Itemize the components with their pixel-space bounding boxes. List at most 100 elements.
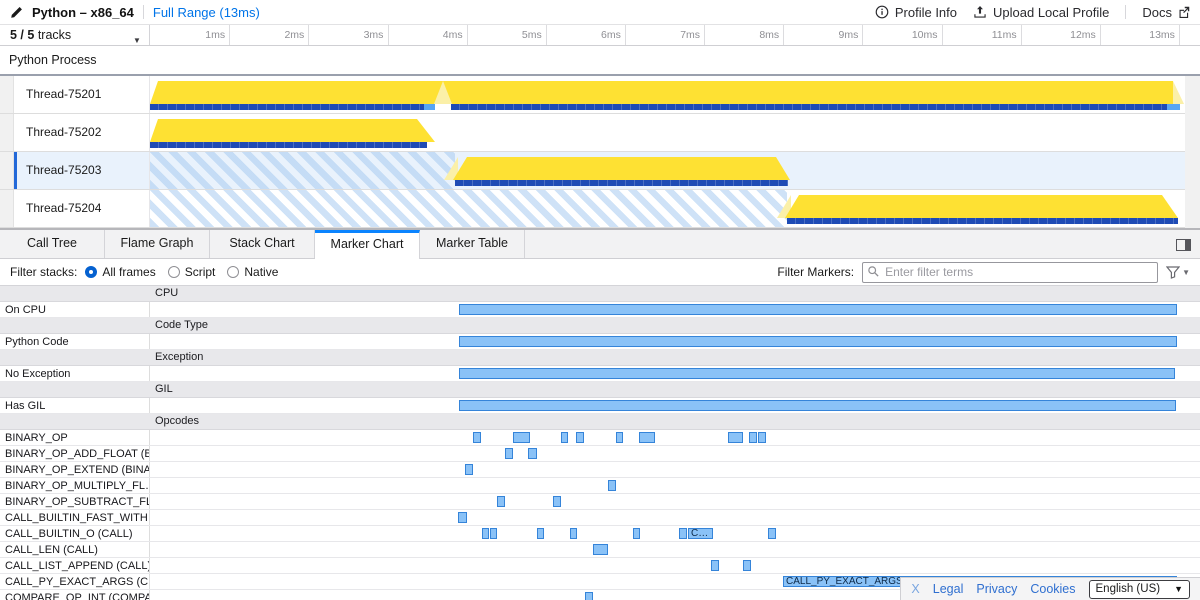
- thread-track-row[interactable]: Thread-75201: [0, 76, 1200, 114]
- thread-activity-graph[interactable]: [150, 76, 1185, 113]
- marker[interactable]: [768, 528, 776, 539]
- marker[interactable]: [497, 496, 505, 507]
- marker-filter-group: Filter Markers: ▼: [777, 261, 1190, 283]
- marker[interactable]: [459, 368, 1175, 379]
- footer-link-privacy[interactable]: Privacy: [976, 582, 1018, 596]
- thread-track-row[interactable]: Thread-75202: [0, 114, 1200, 152]
- marker-row: CALL_BUILTIN_O (CALL) C…: [0, 526, 1200, 542]
- marker[interactable]: [749, 432, 757, 443]
- tab-flame-graph[interactable]: Flame Graph: [105, 230, 210, 258]
- cpu-activity-area: [785, 195, 1178, 218]
- radio-circle: [85, 266, 98, 278]
- marker[interactable]: [459, 336, 1177, 347]
- marker[interactable]: [528, 448, 537, 459]
- marker[interactable]: [513, 432, 530, 443]
- marker[interactable]: [459, 400, 1176, 411]
- marker[interactable]: [585, 592, 593, 600]
- marker[interactable]: [576, 432, 584, 443]
- marker-row: COMPARE_OP_INT (COMPA…: [0, 590, 1200, 600]
- upload-icon: [974, 6, 986, 18]
- marker[interactable]: [758, 432, 766, 443]
- ruler-tick: [545, 25, 547, 45]
- profile-title-group: Python – x86_64 Full Range (13ms): [10, 5, 260, 20]
- marker[interactable]: [728, 432, 743, 443]
- footer-link-cookies[interactable]: Cookies: [1030, 582, 1076, 596]
- marker[interactable]: [608, 480, 616, 491]
- marker-category-header: CPU: [0, 286, 1200, 302]
- marker[interactable]: [711, 560, 719, 571]
- marker-row-label: BINARY_OP_MULTIPLY_FL…: [0, 478, 150, 493]
- marker[interactable]: [593, 544, 608, 555]
- marker-row-label: No Exception: [0, 366, 150, 381]
- radio-label: Script: [184, 265, 216, 279]
- marker[interactable]: [616, 432, 623, 443]
- profile-name: Python – x86_64: [32, 4, 134, 20]
- marker[interactable]: [679, 528, 687, 539]
- marker[interactable]: [505, 448, 513, 459]
- language-select[interactable]: English (US) ▼: [1088, 579, 1190, 599]
- marker[interactable]: [743, 560, 751, 571]
- tab-marker-table[interactable]: Marker Table: [420, 230, 525, 258]
- tracks-count-dropdown[interactable]: 5 / 5 tracks ▼: [0, 25, 150, 45]
- marker-row: BINARY_OP: [0, 430, 1200, 446]
- thread-activity-graph[interactable]: [150, 190, 1185, 227]
- track-gutter: [0, 76, 14, 113]
- thread-track-row[interactable]: Thread-75204: [0, 190, 1200, 228]
- marker-settings-button[interactable]: ▼: [1166, 265, 1190, 279]
- radio-script[interactable]: Script: [167, 265, 216, 279]
- marker[interactable]: [458, 512, 467, 523]
- marker[interactable]: [459, 304, 1177, 315]
- thread-track-label[interactable]: Thread-75201: [14, 76, 150, 113]
- footer-link-legal[interactable]: Legal: [932, 582, 964, 596]
- marker[interactable]: [473, 432, 481, 443]
- ruler-tick-label: 7ms: [680, 29, 701, 41]
- tab-call-tree[interactable]: Call Tree: [0, 230, 105, 258]
- profile-info-button[interactable]: Profile Info: [875, 5, 957, 20]
- marker[interactable]: [465, 464, 473, 475]
- marker[interactable]: [482, 528, 489, 539]
- thread-activity-graph[interactable]: [150, 152, 1185, 189]
- sidebar-toggle-icon[interactable]: [1176, 238, 1191, 256]
- full-range-link[interactable]: Full Range (13ms): [152, 4, 260, 20]
- tab-stack-chart[interactable]: Stack Chart: [210, 230, 315, 258]
- thread-activity-graph[interactable]: [150, 114, 1185, 151]
- marker-filter-input[interactable]: [862, 261, 1159, 283]
- marker[interactable]: [490, 528, 497, 539]
- radio-all-frames[interactable]: All frames: [85, 265, 156, 279]
- process-track-header[interactable]: Python Process: [0, 46, 1200, 76]
- thread-track-row[interactable]: Thread-75203: [0, 152, 1200, 190]
- thread-track-label[interactable]: Thread-75202: [14, 114, 150, 151]
- chevron-down-icon: ▼: [1182, 267, 1190, 277]
- marker-category-header: Opcodes: [0, 414, 1200, 430]
- header-separator: [142, 5, 144, 19]
- docs-link[interactable]: Docs: [1142, 5, 1190, 20]
- marker[interactable]: [537, 528, 544, 539]
- footer-close-button[interactable]: X: [911, 582, 920, 596]
- marker[interactable]: [633, 528, 640, 539]
- thread-track-label[interactable]: Thread-75204: [14, 190, 150, 227]
- marker-row-label: BINARY_OP_ADD_FLOAT (B…: [0, 446, 150, 461]
- marker[interactable]: [553, 496, 561, 507]
- marker-row-label: Has GIL: [0, 398, 150, 413]
- tab-marker-chart[interactable]: Marker Chart: [315, 230, 420, 259]
- track-gutter: [0, 152, 14, 189]
- edit-pencil-icon[interactable]: [10, 6, 23, 19]
- ruler-tick-label: 4ms: [442, 29, 463, 41]
- timeline-ruler[interactable]: 5 / 5 tracks ▼ 1ms 2ms 3ms 4ms 5ms 6ms 7ms 8ms 9…: [0, 25, 1200, 46]
- marker[interactable]: [561, 432, 568, 443]
- cpu-activity-area: [150, 119, 435, 142]
- marker[interactable]: C…: [688, 528, 713, 539]
- activity-dip-wedge: [1173, 81, 1184, 104]
- thread-tracks: Thread-75201 Thread-75202 Thread-75203 Thre…: [0, 76, 1200, 228]
- marker-row-label: CALL_PY_EXACT_ARGS (C…: [0, 574, 150, 589]
- radio-native[interactable]: Native: [227, 265, 278, 279]
- marker-category-header: GIL: [0, 382, 1200, 398]
- marker[interactable]: [639, 432, 655, 443]
- upload-local-profile-button[interactable]: Upload Local Profile: [973, 5, 1109, 20]
- ruler-tick: [466, 25, 468, 45]
- thread-track-label[interactable]: Thread-75203: [14, 152, 150, 189]
- marker-row: BINARY_OP_ADD_FLOAT (B…: [0, 446, 1200, 462]
- marker[interactable]: [570, 528, 577, 539]
- footer-overlay: X Legal Privacy Cookies English (US) ▼: [900, 577, 1200, 600]
- process-label: Python Process: [9, 53, 97, 67]
